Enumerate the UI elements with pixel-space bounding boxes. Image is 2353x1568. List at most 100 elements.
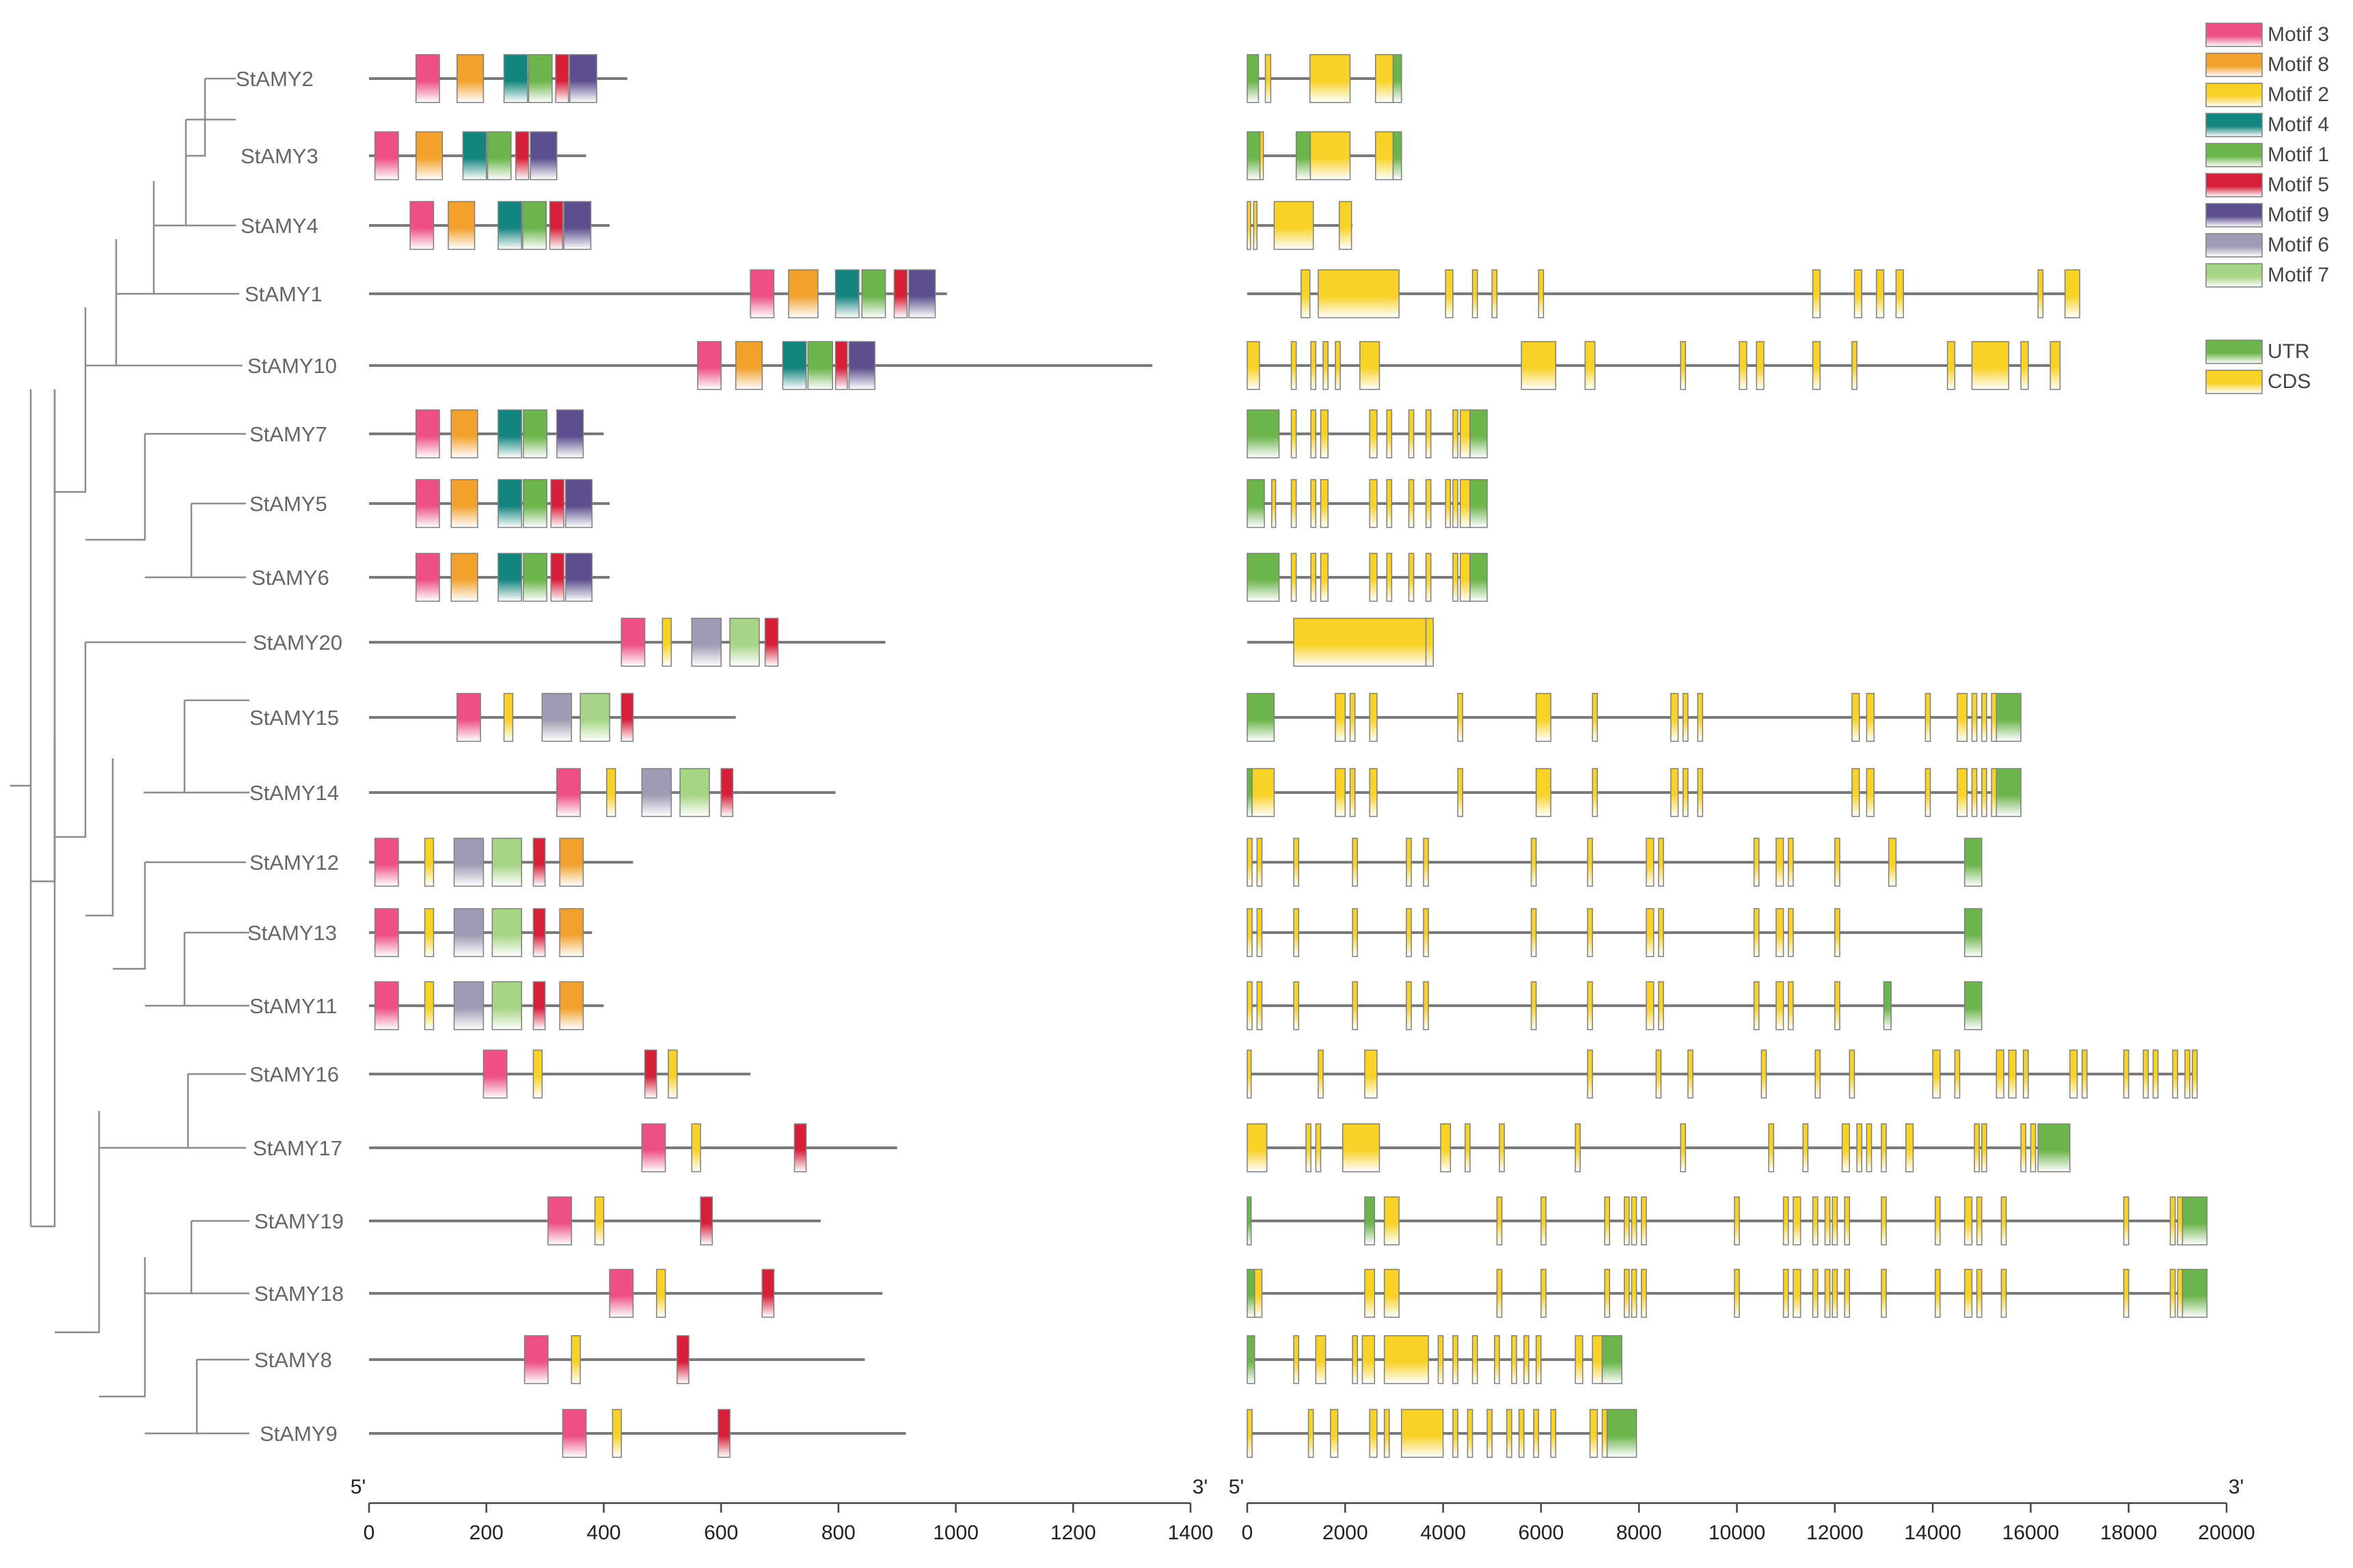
cds-segment — [1670, 768, 1679, 817]
cds-segment — [1670, 693, 1679, 742]
legend-swatch — [2205, 143, 2263, 167]
cds-segment — [1768, 1123, 1774, 1172]
cds-segment — [1853, 269, 1862, 318]
cds-segment — [1881, 1269, 1887, 1318]
cds-segment — [1646, 908, 1655, 957]
cds-segment — [2192, 1049, 2198, 1099]
motif-panel — [369, 54, 1153, 1458]
cds-segment — [1320, 409, 1329, 458]
utr-segment — [1247, 54, 1260, 103]
legend-swatch — [2205, 173, 2263, 197]
cds-segment — [1369, 693, 1378, 742]
legend-swatch — [2205, 203, 2263, 228]
motif-5-box — [555, 54, 569, 103]
cds-segment — [1309, 54, 1351, 103]
cds-segment — [1459, 553, 1471, 602]
motif-5-box — [621, 693, 634, 742]
cds-segment — [1776, 838, 1784, 887]
gene-tick-label: 14000 — [1904, 1522, 1961, 1544]
cds-segment — [1787, 981, 1794, 1030]
motif-7-box — [580, 693, 610, 742]
motif-tick-label: 400 — [586, 1522, 621, 1544]
cds-segment — [1963, 1196, 1973, 1246]
motif-1-box — [528, 54, 553, 103]
legend: Motif 3 Motif 8 Motif 2 Motif 4 Motif 1 Motif… — [2205, 23, 2329, 394]
cds-segment — [2000, 1269, 2007, 1318]
motif-7-box — [679, 768, 710, 817]
cds-segment — [1383, 1335, 1429, 1384]
cds-segment — [1866, 693, 1875, 742]
cds-segment — [1361, 1335, 1376, 1384]
cds-segment — [2030, 1123, 2037, 1172]
motif-9-box — [563, 201, 592, 250]
cds-segment — [1369, 479, 1378, 528]
cds-segment — [1352, 1335, 1358, 1384]
gene-axis-end-label: 3' — [2229, 1476, 2244, 1498]
cds-segment — [1471, 1335, 1478, 1384]
motif-axis-start-label: 5' — [351, 1476, 366, 1498]
cds-segment — [1934, 1196, 1941, 1246]
legend-label: Motif 6 — [2268, 234, 2329, 256]
cds-segment — [1271, 479, 1277, 528]
cds-segment — [2123, 1049, 2130, 1099]
gene-label-StAMY9: StAMY9 — [260, 1422, 338, 1446]
cds-segment — [1697, 693, 1704, 742]
motif-axis-end-label: 3' — [1193, 1476, 1208, 1498]
cds-segment — [1753, 838, 1760, 887]
cds-segment — [1247, 341, 1260, 390]
cds-segment — [1310, 479, 1317, 528]
cds-segment — [1320, 479, 1329, 528]
cds-segment — [2020, 1123, 2026, 1172]
cds-segment — [1682, 693, 1689, 742]
cds-segment — [1575, 1123, 1581, 1172]
cds-segment — [1793, 1269, 1801, 1318]
cds-segment — [2000, 1196, 2007, 1246]
gene-tick-label: 2000 — [1322, 1522, 1368, 1544]
motif-7-box — [491, 981, 522, 1030]
cds-segment — [1290, 553, 1297, 602]
cds-segment — [1406, 981, 1412, 1030]
utr-segment — [1469, 553, 1488, 602]
motif-2-box — [691, 1123, 701, 1172]
motif-3-box — [415, 409, 440, 458]
cds-segment — [1310, 553, 1317, 602]
motif-7-box — [491, 838, 522, 887]
motif-1-box — [861, 269, 886, 318]
gene-tick-label: 18000 — [2100, 1522, 2157, 1544]
cds-segment — [1408, 409, 1415, 458]
cds-segment — [1641, 1196, 1647, 1246]
utr-segment — [2037, 1123, 2071, 1172]
cds-segment — [1290, 341, 1297, 390]
cds-segment — [2177, 1269, 2184, 1318]
gene-tick-label: 4000 — [1420, 1522, 1466, 1544]
motif-tick-label: 800 — [821, 1522, 856, 1544]
cds-segment — [2123, 1269, 2130, 1318]
utr-segment — [1247, 553, 1280, 602]
cds-segment — [1924, 768, 1931, 817]
cds-segment — [1881, 1196, 1887, 1246]
cds-segment — [1976, 1196, 1983, 1246]
motif-5-box — [793, 1123, 807, 1172]
motif-2-box — [503, 693, 514, 742]
gene-label-StAMY17: StAMY17 — [253, 1136, 342, 1160]
cds-segment — [1335, 768, 1346, 817]
cds-segment — [2037, 269, 2044, 318]
cds-segment — [1533, 1409, 1540, 1458]
utr-segment — [1606, 1409, 1637, 1458]
utr-segment — [1247, 409, 1280, 458]
cds-segment — [1359, 341, 1380, 390]
cds-segment — [1452, 1335, 1458, 1384]
cds-segment — [1256, 981, 1263, 1030]
cds-segment — [1981, 1123, 1987, 1172]
motif-5-box — [700, 1196, 713, 1246]
cds-segment — [1812, 1269, 1819, 1318]
cds-segment — [1452, 479, 1458, 528]
cds-segment — [1646, 981, 1655, 1030]
motif-6-box — [453, 908, 485, 957]
cds-segment — [1981, 693, 1987, 742]
gene-label-StAMY3: StAMY3 — [241, 144, 318, 168]
legend-swatch — [2205, 370, 2263, 394]
cds-segment — [1445, 479, 1452, 528]
cds-segment — [2169, 1269, 2176, 1318]
motif-1-box — [523, 553, 547, 602]
